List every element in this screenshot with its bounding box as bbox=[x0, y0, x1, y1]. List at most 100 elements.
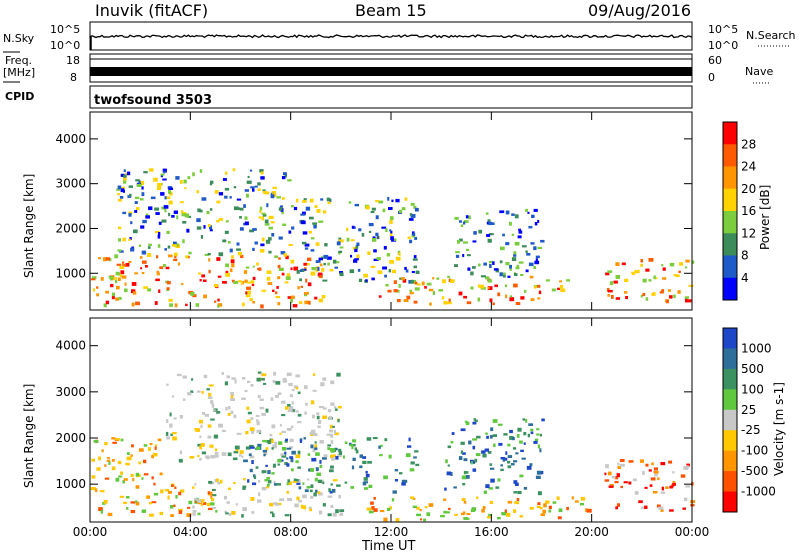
heatmap-cell bbox=[414, 450, 419, 453]
heatmap-cell bbox=[230, 395, 234, 399]
heatmap-cell bbox=[271, 191, 276, 194]
heatmap-cell bbox=[498, 442, 503, 446]
heatmap-cell bbox=[264, 219, 269, 224]
heatmap-cell bbox=[310, 484, 314, 488]
heatmap-cell bbox=[123, 501, 127, 505]
heatmap-cell bbox=[463, 517, 469, 520]
heatmap-cell bbox=[239, 227, 244, 231]
heatmap-cell bbox=[210, 502, 215, 506]
heatmap-cell bbox=[224, 381, 228, 386]
heatmap-cell bbox=[132, 478, 135, 482]
heatmap-cell bbox=[245, 291, 248, 295]
heatmap-cell bbox=[274, 503, 280, 506]
heatmap-cell bbox=[410, 202, 415, 206]
heatmap-cell bbox=[530, 298, 535, 302]
heatmap-cell bbox=[387, 289, 392, 293]
heatmap-cell bbox=[488, 221, 493, 226]
heatmap-cell bbox=[107, 457, 110, 459]
heatmap-cell bbox=[268, 237, 272, 241]
heatmap-cell bbox=[98, 507, 103, 512]
heatmap-cell bbox=[217, 275, 222, 278]
heatmap-cell bbox=[401, 277, 405, 280]
heatmap-cell bbox=[310, 249, 315, 252]
heatmap-cell bbox=[471, 507, 477, 512]
heatmap-cell bbox=[391, 498, 395, 502]
heatmap-cell bbox=[166, 383, 169, 386]
heatmap-cell bbox=[215, 509, 218, 513]
heatmap-cell bbox=[505, 262, 510, 266]
heatmap-cell bbox=[226, 501, 230, 504]
heatmap-cell bbox=[419, 508, 422, 512]
heatmap-cell bbox=[279, 432, 282, 435]
heatmap-cell bbox=[148, 206, 153, 211]
heatmap-cell bbox=[545, 500, 550, 504]
heatmap-cell bbox=[201, 391, 204, 394]
heatmap-cell bbox=[231, 255, 234, 259]
heatmap-cell bbox=[309, 508, 312, 512]
heatmap-cell bbox=[528, 423, 533, 426]
heatmap-cell bbox=[281, 176, 286, 180]
heatmap-cell bbox=[489, 463, 493, 466]
heatmap-cell bbox=[271, 424, 276, 429]
heatmap-cell bbox=[298, 499, 303, 503]
heatmap-cell bbox=[344, 441, 348, 444]
heatmap-cell bbox=[155, 230, 160, 234]
heatmap-cell bbox=[404, 197, 408, 201]
heatmap-cell bbox=[529, 275, 534, 279]
heatmap-cell bbox=[281, 430, 286, 433]
heatmap-cell bbox=[216, 411, 221, 414]
heatmap-cell bbox=[212, 506, 216, 509]
heatmap-cell bbox=[534, 260, 540, 265]
heatmap-cell bbox=[511, 213, 515, 216]
heatmap-cell bbox=[513, 283, 518, 288]
heatmap-cell bbox=[351, 225, 355, 229]
heatmap-cell bbox=[388, 454, 392, 459]
heatmap-cell bbox=[266, 486, 270, 489]
heatmap-cell bbox=[309, 198, 314, 203]
heatmap-cell bbox=[416, 506, 420, 510]
heatmap-cell bbox=[297, 421, 302, 424]
heatmap-cell bbox=[130, 501, 136, 504]
heatmap-cell bbox=[151, 501, 157, 504]
colorbar-segment bbox=[723, 491, 737, 513]
heatmap-cell bbox=[389, 260, 394, 264]
heatmap-cell bbox=[348, 442, 352, 446]
heatmap-cell bbox=[329, 429, 334, 433]
heatmap-cell bbox=[231, 377, 236, 380]
heatmap-cell bbox=[559, 280, 562, 283]
heatmap-cell bbox=[303, 198, 307, 202]
heatmap-cell bbox=[270, 221, 275, 224]
heatmap-cell bbox=[514, 482, 519, 486]
time-xlabel: Time UT bbox=[362, 539, 416, 554]
heatmap-cell bbox=[467, 267, 471, 271]
heatmap-cell bbox=[251, 511, 255, 514]
heatmap-cell bbox=[231, 263, 235, 268]
heatmap-cell bbox=[351, 465, 355, 470]
heatmap-cell bbox=[297, 450, 301, 455]
heatmap-cell bbox=[395, 256, 401, 261]
x-tick-label: 20:00 bbox=[574, 525, 609, 539]
heatmap-cell bbox=[440, 514, 445, 518]
heatmap-cell bbox=[672, 481, 676, 484]
heatmap-cell bbox=[507, 443, 511, 447]
heatmap-cell bbox=[120, 188, 125, 193]
heatmap-cell bbox=[134, 272, 138, 275]
heatmap-cell bbox=[327, 444, 332, 447]
heatmap-cell bbox=[483, 262, 487, 266]
heatmap-cell bbox=[271, 472, 275, 475]
heatmap-cell bbox=[405, 453, 411, 458]
heatmap-cell bbox=[286, 447, 292, 450]
heatmap-cell bbox=[537, 297, 541, 300]
heatmap-cell bbox=[252, 188, 255, 192]
heatmap-cell bbox=[661, 486, 664, 491]
heatmap-cell bbox=[368, 510, 374, 514]
heatmap-cell bbox=[308, 300, 311, 305]
heatmap-cell bbox=[98, 456, 101, 461]
heatmap-cell bbox=[333, 429, 336, 434]
heatmap-cell bbox=[614, 476, 619, 480]
heatmap-cell bbox=[245, 294, 251, 298]
heatmap-cell bbox=[335, 509, 339, 514]
heatmap-cell bbox=[194, 483, 197, 486]
heatmap-cell bbox=[507, 460, 511, 464]
heatmap-cell bbox=[141, 186, 144, 190]
